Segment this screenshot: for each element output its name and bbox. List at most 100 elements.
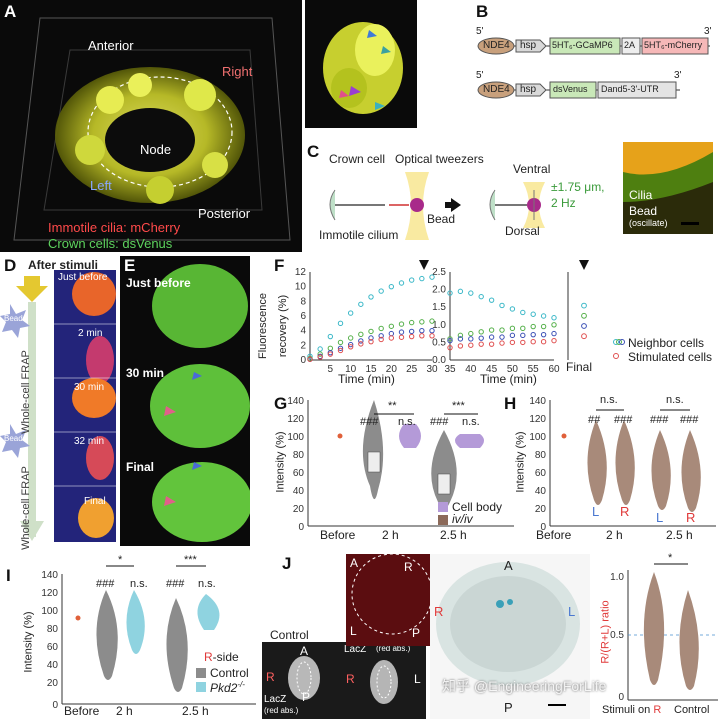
f-xtick: 45 (486, 364, 498, 375)
d-2min: 2 min (78, 328, 103, 339)
g-ns-1: n.s. (398, 416, 416, 428)
panel-label-d: D (4, 256, 17, 275)
svg-text:120: 120 (287, 414, 304, 425)
h-hash-3: ### (650, 414, 669, 426)
f-xtick: 50 (507, 364, 519, 375)
j-control-x: Control (674, 704, 710, 716)
h-before: Before (536, 528, 572, 542)
panel-i: I 140 120 100 80 60 40 20 0 Intensity (%) * *… (0, 550, 262, 719)
g-hash-2: ### (430, 416, 449, 428)
f-point (378, 333, 384, 339)
d-strip: Just before 2 min 30 min 32 min Final (54, 270, 116, 542)
f-xlabel-1: Time (min) (338, 372, 395, 386)
c-amplitude: ±1.75 μm, (551, 180, 605, 194)
j-r-r: R (404, 560, 413, 574)
i-rside: R-side (204, 650, 239, 664)
d-frap-2: Whole-cell FRAP (19, 466, 32, 550)
f-point (540, 338, 547, 345)
f-xtick: 25 (406, 364, 418, 375)
panel-f: F 0 2 4 6 8 10 12 0.0 0.5 1.0 1.5 2.0 2.5 5 10 15 20 25 30… (254, 256, 722, 386)
f-point (388, 330, 395, 337)
f-xtick: 55 (528, 364, 540, 375)
g-legend-1: Cell body (452, 500, 503, 514)
h-l-2: L (656, 510, 664, 525)
f-point (398, 321, 405, 327)
e-art (120, 256, 250, 546)
f-point (488, 327, 495, 333)
d-frap-1: Whole-cell FRAP (19, 350, 32, 434)
c-tweezers: Optical tweezers (395, 152, 484, 166)
f-point (530, 338, 536, 345)
j-stim-r: R (653, 704, 662, 716)
j-ratio-text: R/(R+L) ratio (599, 600, 612, 664)
panel-label-b: B (476, 2, 489, 21)
f-point (419, 275, 425, 282)
f-point (488, 297, 495, 303)
j-l-lacz: LacZ (344, 644, 367, 655)
panel-d: D After stimuli Beads Beads Whole-cell F… (0, 256, 120, 550)
f-point (398, 280, 405, 286)
f-point (478, 341, 484, 347)
panel-a-image: A Anterior Right Node Left Posterior Imm… (0, 0, 302, 252)
panel-a-cells (0, 0, 302, 252)
svg-text:40: 40 (535, 486, 547, 497)
panel-label-j: J (282, 554, 292, 573)
svg-text:100: 100 (41, 606, 58, 617)
h-2h: 2 h (606, 528, 623, 542)
f-point (398, 329, 405, 335)
i-ns-1: n.s. (130, 578, 148, 590)
f-point (307, 353, 313, 360)
f-point (478, 329, 484, 335)
panel-j: J Control A R P LacZ (red abs.) LacZ (re… (262, 550, 722, 719)
c-crown: Crown cell (329, 152, 386, 166)
c-oscillate: (oscillate) (629, 218, 668, 228)
f-point (347, 341, 354, 348)
g-ylabel: Intensity (%) (274, 431, 287, 493)
f-final: Final (566, 360, 593, 374)
i-legend-swatch-1 (196, 668, 206, 678)
f-xtick: 30 (426, 364, 438, 375)
f-point (468, 336, 474, 342)
b-row2-5prime: 5' (476, 70, 484, 81)
f-legend-neighbor: Neighbor cells (628, 336, 705, 350)
f-final-point (581, 302, 587, 309)
g-sig-2: *** (452, 400, 465, 412)
f-point (347, 335, 354, 341)
f-point (398, 334, 405, 340)
i-hash-1: ### (96, 578, 115, 590)
f-final-point (581, 312, 587, 319)
h-chart: 140 120 100 80 60 40 20 0 (529, 396, 716, 533)
panel-label-e: E (124, 256, 136, 275)
j-c-lacz: LacZ (264, 694, 287, 705)
f-xtick: 15 (365, 364, 377, 375)
j-lacz-image: LacZ (red abs.) R L (342, 642, 426, 719)
panel-label-c: C (307, 142, 320, 161)
f-point (368, 335, 374, 341)
j-r-a: A (350, 556, 359, 570)
i-legend-pkd2: Pkd2-/- (210, 680, 245, 695)
f-xtick: 10 (345, 364, 357, 375)
f-point (408, 277, 415, 283)
legend-immotile: Immotile cilia: mCherry (48, 220, 181, 235)
b-row1-t2a: 2A (624, 40, 636, 50)
d-beads-2: Beads (4, 434, 27, 443)
panel-label-f: F (274, 256, 285, 275)
h-r-2: R (686, 510, 696, 525)
f-point (408, 319, 415, 326)
f-legend-marker (619, 339, 625, 345)
svg-text:20: 20 (293, 504, 305, 515)
f-legend-marker (613, 339, 619, 345)
f-point (447, 290, 453, 296)
f-point (419, 327, 425, 334)
g-legend-swatch-1 (438, 502, 448, 512)
b-row1-gene2: 5HT₆-mCherry (644, 40, 703, 50)
c-bead2: Bead (629, 204, 658, 218)
f-point (358, 301, 364, 307)
f-ytick: 2 (300, 340, 306, 351)
f-point (378, 288, 384, 294)
svg-text:0: 0 (52, 700, 58, 711)
panel-b: B 5' 3' NDE4 hsp 5HT₆-GCaMP6 2A 5HT₆-mCh… (420, 0, 722, 128)
f-point (317, 354, 323, 360)
f-point (419, 319, 425, 325)
f-point (540, 313, 547, 319)
